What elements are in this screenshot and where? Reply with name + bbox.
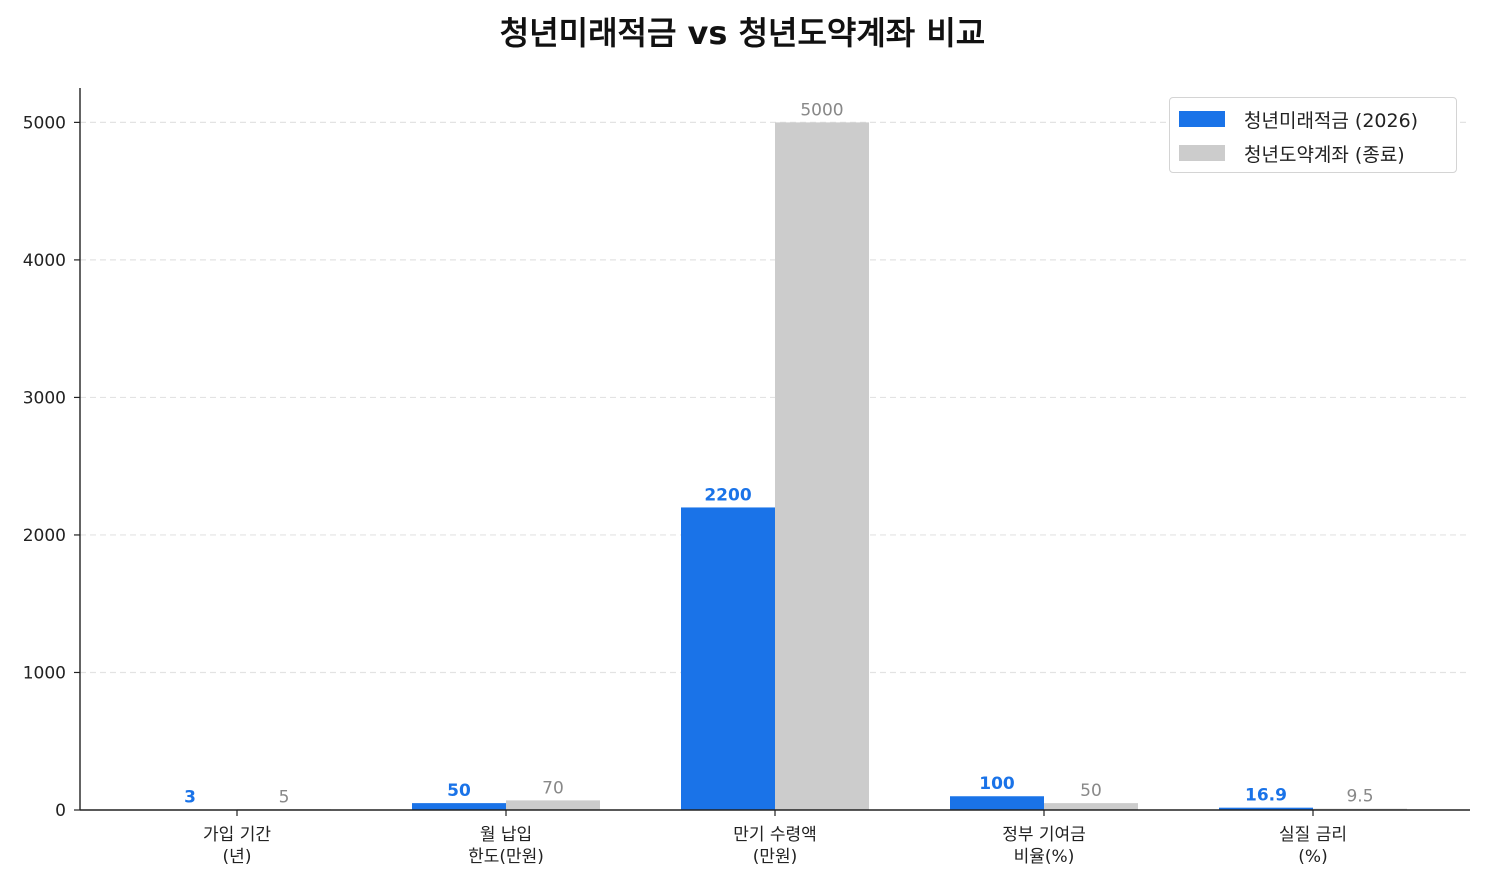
x-tick-label-4: 정부 기여금 비율(%) — [1002, 825, 1086, 867]
data-label-series-1-cat-2: 50 — [447, 781, 471, 801]
x-tick-label-line: 한도(만원) — [468, 847, 544, 867]
y-tick-label-3000: 3000 — [23, 388, 66, 408]
x-tick-label-5: 실질 금리 (%) — [1279, 825, 1347, 867]
legend-label-series-2: 청년도약계좌 (종료) — [1244, 143, 1405, 166]
labels: 0 1000 2000 3000 4000 5000 3 50 2200 100 16.9 5 70 50… — [23, 100, 1374, 867]
bar-series-2-cat-3 — [775, 122, 869, 810]
data-label-series-1-cat-5: 16.9 — [1245, 786, 1287, 806]
data-label-series-1-cat-4: 100 — [979, 774, 1015, 794]
x-tick-label-2: 월 납입 한도(만원) — [468, 825, 544, 867]
y-tick-label-0: 0 — [55, 801, 66, 821]
x-tick-label-line: (년) — [223, 847, 252, 867]
y-tick-label-2000: 2000 — [23, 526, 66, 546]
bar-series-2-cat-4 — [1044, 803, 1138, 810]
data-label-series-1-cat-3: 2200 — [704, 485, 751, 505]
x-tick-label-line: 가입 기간 — [203, 825, 271, 845]
bars — [143, 122, 1407, 810]
data-label-series-2-cat-3: 5000 — [800, 100, 843, 120]
data-label-series-2-cat-4: 50 — [1080, 781, 1102, 801]
bar-series-1-cat-2 — [412, 803, 506, 810]
data-label-series-2-cat-2: 70 — [542, 778, 564, 798]
y-tick-label-4000: 4000 — [23, 251, 66, 271]
x-tick-label-line: 실질 금리 — [1279, 825, 1347, 845]
x-tick-label-line: (만원) — [753, 847, 798, 867]
legend-label-series-1: 청년미래적금 (2026) — [1244, 109, 1419, 132]
x-tick-label-3: 만기 수령액 (만원) — [733, 825, 817, 867]
bar-series-1-cat-4 — [950, 796, 1044, 810]
bar-series-1-cat-5 — [1219, 807, 1313, 810]
legend-item-series-1: 청년미래적금 (2026) — [1179, 107, 1419, 132]
chart-title: 청년미래적금 vs 청년도약계좌 비교 — [499, 14, 986, 52]
x-tick-label-line: 비율(%) — [1014, 847, 1075, 867]
legend-swatch-series-2 — [1179, 145, 1225, 161]
bar-series-2-cat-2 — [506, 800, 600, 810]
y-tick-label-1000: 1000 — [23, 663, 66, 683]
x-tick-label-line: (%) — [1298, 847, 1327, 867]
bar-series-1-cat-3 — [681, 507, 775, 810]
legend: 청년미래적금 (2026) 청년도약계좌 (종료) — [1169, 97, 1457, 173]
data-label-series-1-cat-1: 3 — [184, 788, 196, 808]
x-tick-label-line: 월 납입 — [480, 825, 532, 845]
legend-swatch-series-1 — [1179, 111, 1225, 127]
x-tick-label-1: 가입 기간 (년) — [203, 825, 271, 867]
y-tick-label-5000: 5000 — [23, 113, 66, 133]
x-tick-label-line: 만기 수령액 — [733, 825, 817, 845]
legend-item-series-2: 청년도약계좌 (종료) — [1179, 141, 1405, 166]
data-label-series-2-cat-1: 5 — [279, 787, 290, 807]
x-tick-label-line: 정부 기여금 — [1002, 825, 1086, 845]
data-label-series-2-cat-5: 9.5 — [1346, 787, 1373, 807]
axes — [74, 88, 1470, 816]
